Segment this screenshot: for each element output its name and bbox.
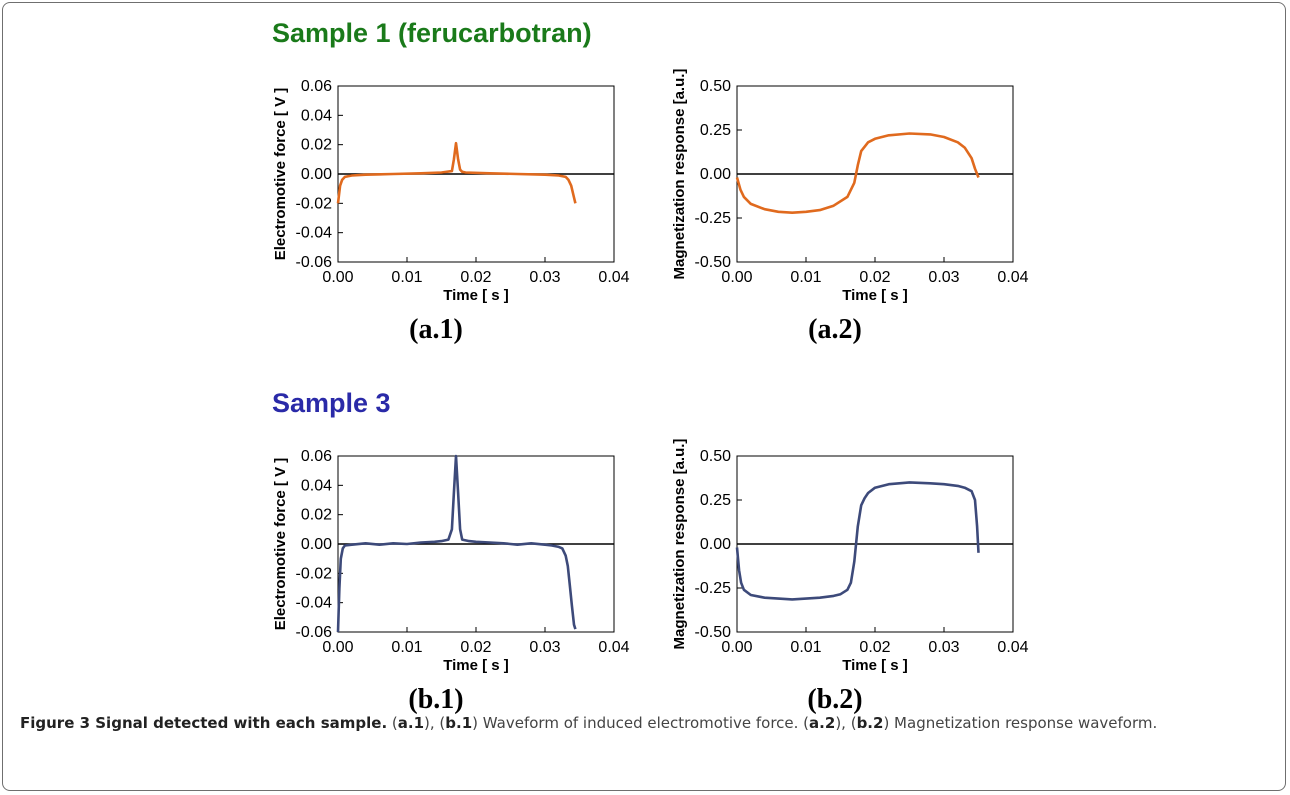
xtick-label-b1: 0.04 bbox=[598, 639, 629, 656]
ytick-label-b2: 0.00 bbox=[700, 536, 731, 553]
xtick-label-a1: 0.01 bbox=[391, 269, 422, 286]
xtick-label-b2: 0.02 bbox=[859, 639, 890, 656]
figure-caption: Figure 3 Signal detected with each sampl… bbox=[20, 712, 1270, 734]
caption-text-5: ) Magnetization response waveform. bbox=[883, 714, 1158, 732]
ytick-label-a1: -0.04 bbox=[296, 225, 333, 242]
ytick-label-b2: -0.25 bbox=[695, 580, 732, 597]
xtick-label-a2: 0.04 bbox=[997, 269, 1028, 286]
caption-text-1: ( bbox=[387, 714, 398, 732]
xtick-label-a1: 0.00 bbox=[322, 269, 353, 286]
panel-label-b2: (b.2) bbox=[807, 684, 862, 715]
ytick-label-a2: -0.25 bbox=[695, 210, 732, 227]
series-line-a2 bbox=[735, 132, 980, 214]
caption-text-2: ), ( bbox=[424, 714, 446, 732]
xtick-label-a2: 0.02 bbox=[859, 269, 890, 286]
caption-ref-b1: b.1 bbox=[445, 714, 473, 732]
ytick-label-a2: 0.00 bbox=[700, 166, 731, 183]
xtick-label-a2: 0.01 bbox=[790, 269, 821, 286]
ytick-label-a1: -0.06 bbox=[296, 254, 333, 271]
xtick-label-b2: 0.00 bbox=[721, 639, 752, 656]
ytick-label-a1: 0.00 bbox=[301, 166, 332, 183]
y-axis-label-a1: Electromotive force [ V ] bbox=[272, 88, 289, 261]
x-axis-label-a2: Time [ s ] bbox=[842, 287, 908, 304]
x-axis-label-b2: Time [ s ] bbox=[842, 657, 908, 674]
ytick-label-a2: 0.50 bbox=[700, 78, 731, 95]
ytick-label-a2: 0.25 bbox=[700, 122, 731, 139]
ytick-label-b1: 0.04 bbox=[301, 477, 332, 494]
xtick-label-b1: 0.00 bbox=[322, 639, 353, 656]
caption-text-3: ) Waveform of induced electromotive forc… bbox=[472, 714, 810, 732]
xtick-label-b1: 0.03 bbox=[529, 639, 560, 656]
series-line-b1 bbox=[336, 454, 577, 633]
ytick-label-b1: -0.02 bbox=[296, 565, 333, 582]
ytick-label-b1: 0.00 bbox=[301, 536, 332, 553]
y-axis-label-a2: Magnetization response [a.u.] bbox=[671, 69, 688, 280]
sample-3-title: Sample 3 bbox=[272, 388, 391, 418]
y-axis-label-b2: Magnetization response [a.u.] bbox=[671, 439, 688, 650]
ytick-label-a1: 0.02 bbox=[301, 137, 332, 154]
xtick-label-a1: 0.02 bbox=[460, 269, 491, 286]
series-line-a1 bbox=[336, 141, 577, 204]
series-line-b2 bbox=[735, 481, 980, 601]
xtick-label-b2: 0.04 bbox=[997, 639, 1028, 656]
ytick-label-b1: 0.06 bbox=[301, 448, 332, 465]
ytick-label-b2: -0.50 bbox=[695, 624, 732, 641]
xtick-label-a1: 0.03 bbox=[529, 269, 560, 286]
ytick-label-b2: 0.50 bbox=[700, 448, 731, 465]
ytick-label-b2: 0.25 bbox=[700, 492, 731, 509]
ytick-label-a1: 0.04 bbox=[301, 107, 332, 124]
caption-ref-b2: b.2 bbox=[856, 714, 884, 732]
ytick-label-b1: -0.04 bbox=[296, 595, 333, 612]
caption-ref-a1: a.1 bbox=[397, 714, 425, 732]
panel-label-b1: (b.1) bbox=[408, 684, 463, 715]
xtick-label-b2: 0.03 bbox=[928, 639, 959, 656]
ytick-label-a1: -0.02 bbox=[296, 195, 333, 212]
xtick-label-a1: 0.04 bbox=[598, 269, 629, 286]
x-axis-label-a1: Time [ s ] bbox=[443, 287, 509, 304]
xtick-label-b1: 0.01 bbox=[391, 639, 422, 656]
ytick-label-a2: -0.50 bbox=[695, 254, 732, 271]
xtick-label-b2: 0.01 bbox=[790, 639, 821, 656]
xtick-label-a2: 0.03 bbox=[928, 269, 959, 286]
x-axis-label-b1: Time [ s ] bbox=[443, 657, 509, 674]
ytick-label-a1: 0.06 bbox=[301, 78, 332, 95]
xtick-label-a2: 0.00 bbox=[721, 269, 752, 286]
caption-ref-a2: a.2 bbox=[809, 714, 836, 732]
ytick-label-b1: 0.02 bbox=[301, 507, 332, 524]
sample-1-title: Sample 1 (ferucarbotran) bbox=[272, 18, 592, 48]
caption-figure-title: Figure 3 Signal detected with each sampl… bbox=[20, 714, 388, 732]
caption-text-4: ), ( bbox=[835, 714, 857, 732]
panel-label-a2: (a.2) bbox=[808, 314, 862, 345]
y-axis-label-b1: Electromotive force [ V ] bbox=[272, 458, 289, 631]
panel-label-a1: (a.1) bbox=[409, 314, 463, 345]
xtick-label-b1: 0.02 bbox=[460, 639, 491, 656]
ytick-label-b1: -0.06 bbox=[296, 624, 333, 641]
